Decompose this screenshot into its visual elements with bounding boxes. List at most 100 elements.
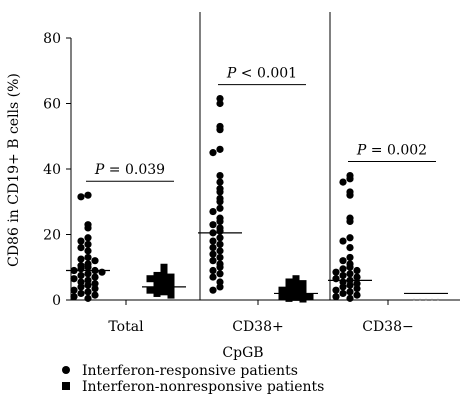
nonresponsive-point <box>299 295 307 303</box>
nonresponsive-point <box>146 286 154 294</box>
nonresponsive-point <box>167 273 175 281</box>
y-tick-label: 0 <box>52 293 61 309</box>
nonresponsive-point <box>285 283 293 291</box>
responsive-point <box>70 286 78 294</box>
responsive-point <box>216 227 224 235</box>
responsive-point <box>339 237 347 245</box>
responsive-point <box>216 204 224 212</box>
p-value-label: P < 0.001 <box>226 66 297 82</box>
nonresponsive-point <box>299 285 307 293</box>
responsive-point <box>216 198 224 206</box>
responsive-point <box>216 126 224 134</box>
responsive-point <box>346 288 354 296</box>
nonresponsive-point <box>160 270 168 278</box>
responsive-point <box>216 283 224 291</box>
responsive-point <box>77 289 85 298</box>
nonresponsive-point <box>167 291 175 299</box>
y-ticks: 0 20 40 60 80 <box>43 31 71 309</box>
responsive-point <box>216 234 224 242</box>
responsive-point <box>346 281 354 289</box>
nonresponsive-point <box>167 285 175 293</box>
p-value-annotations: P = 0.039 P < 0.001 P = 0.002 <box>86 66 436 182</box>
responsive-point <box>216 253 224 262</box>
nonresponsive-point <box>425 298 427 301</box>
nonresponsive-point <box>160 281 168 289</box>
responsive-point <box>209 286 217 294</box>
responsive-point <box>84 288 92 296</box>
responsive-point <box>77 271 85 280</box>
responsive-point <box>209 244 217 252</box>
nonresponsive-point <box>153 271 161 279</box>
responsive-point <box>346 263 354 271</box>
legend-label-responsive: Interferon-responsive patients <box>82 363 298 379</box>
nonresponsive-point <box>278 286 286 294</box>
responsive-point <box>346 270 354 278</box>
responsive-point <box>346 244 354 252</box>
responsive-point <box>216 99 224 108</box>
x-tick-labels: Total CD38+ CD38− <box>108 300 414 335</box>
responsive-point <box>216 240 224 248</box>
responsive-point <box>346 191 354 199</box>
responsive-point <box>77 193 85 201</box>
responsive-point <box>216 263 224 271</box>
responsive-point <box>353 284 361 293</box>
responsive-point <box>353 273 361 281</box>
responsive-point <box>332 286 340 294</box>
responsive-point <box>339 289 347 298</box>
responsive-point <box>70 293 78 301</box>
nonresponsive-point <box>292 293 300 301</box>
x-tick-label: CD38− <box>362 319 413 335</box>
y-tick-label: 20 <box>43 228 61 244</box>
responsive-point <box>332 275 340 283</box>
x-tick-label: CD38+ <box>232 319 283 335</box>
legend-square-marker <box>62 382 70 390</box>
responsive-point <box>209 149 217 157</box>
legend-label-nonresponsive: Interferon-nonresponsive patients <box>82 379 324 395</box>
nonresponsive-point <box>292 288 300 296</box>
x-axis-title: CpGB <box>222 345 263 361</box>
y-tick-label: 60 <box>43 97 61 113</box>
nonresponsive-point <box>160 288 168 296</box>
responsive-point <box>77 283 85 291</box>
responsive-point <box>346 175 354 183</box>
responsive-point <box>91 284 99 293</box>
group-dividers <box>199 12 331 300</box>
responsive-point <box>77 244 85 252</box>
responsive-point <box>216 145 224 153</box>
nonresponsive-point <box>299 280 307 288</box>
responsive-point <box>84 191 92 199</box>
responsive-point <box>353 291 361 299</box>
nonresponsive-point <box>292 276 300 284</box>
responsive-point <box>70 275 78 283</box>
nonresponsive-point <box>146 275 154 283</box>
median-lines <box>66 232 448 295</box>
responsive-point <box>77 265 85 273</box>
nonresponsive-point <box>413 298 415 301</box>
responsive-point <box>84 253 92 262</box>
responsive-point <box>353 266 361 275</box>
responsive-point <box>84 234 92 242</box>
y-axis-title: CD86 in CD19+ B cells (%) <box>6 73 22 267</box>
nonresponsive-point <box>278 292 286 300</box>
responsive-point <box>84 270 92 278</box>
responsive-point <box>346 217 354 225</box>
nonresponsive-point <box>306 293 314 301</box>
responsive-point <box>216 270 224 278</box>
responsive-point <box>84 247 92 255</box>
nonresponsive-point <box>160 276 168 284</box>
responsive-point <box>216 247 224 255</box>
nonresponsive-point <box>299 291 307 299</box>
nonresponsive-point <box>431 298 433 301</box>
responsive-point <box>339 178 347 186</box>
y-tick-label: 40 <box>43 162 61 178</box>
nonresponsive-point <box>285 294 293 302</box>
p-value-label: P = 0.002 <box>356 143 427 159</box>
nonresponsive-point <box>153 278 161 286</box>
responsive-point <box>339 265 347 273</box>
nonresponsive-point <box>437 298 439 301</box>
responsive-point <box>209 266 217 275</box>
responsive-point <box>209 257 217 265</box>
legend: Interferon-responsive patients Interfero… <box>62 363 324 395</box>
responsive-point <box>216 188 224 196</box>
